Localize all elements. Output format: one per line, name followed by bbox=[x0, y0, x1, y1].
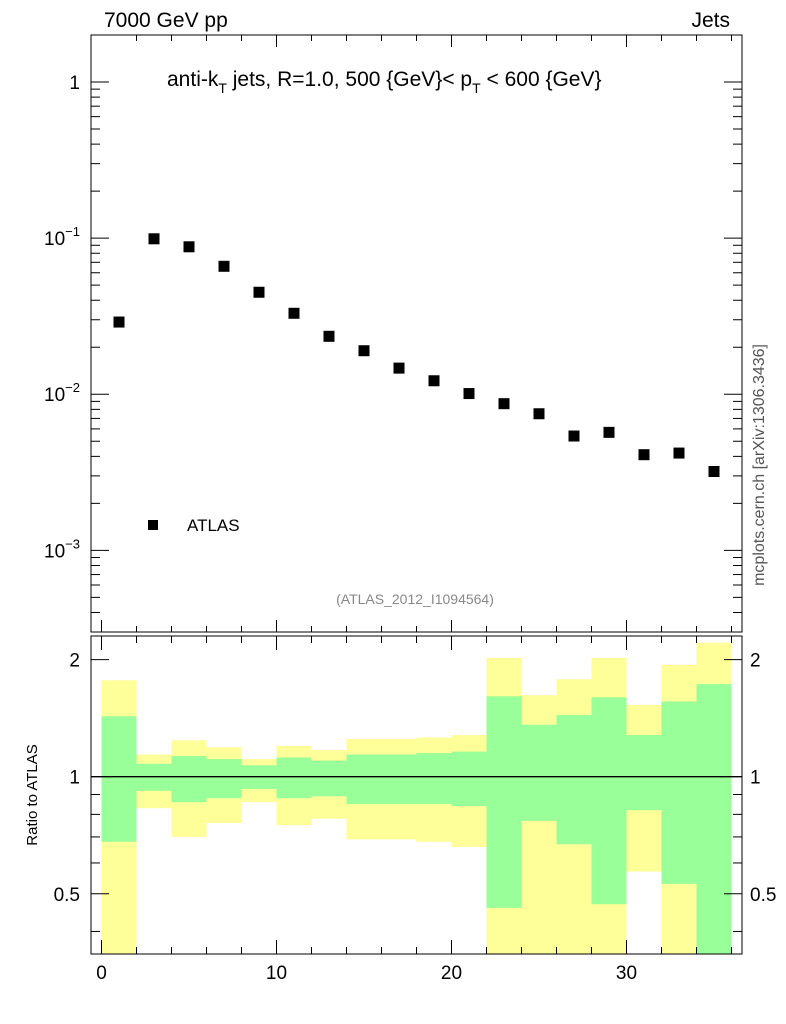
main-y-tick-label: 10−2 bbox=[44, 380, 80, 406]
ratio-band-bin bbox=[346, 754, 382, 805]
ratio-band-bin bbox=[521, 724, 557, 821]
ratio-y-tick-label-right: 1 bbox=[750, 768, 761, 789]
ratio-y-tick-label-right: 0.5 bbox=[750, 885, 776, 906]
data-point bbox=[568, 430, 580, 442]
ratio-band-bin bbox=[206, 759, 242, 799]
ratio-band-bin bbox=[696, 684, 732, 954]
main-y-tick-label: 1 bbox=[69, 73, 80, 94]
ratio-band-bin bbox=[661, 701, 697, 884]
data-point bbox=[463, 388, 475, 400]
data-points bbox=[113, 233, 720, 478]
ratio-y-tick-labels: 0.5 0.5 1 1 2 2 bbox=[54, 651, 777, 906]
main-y-tick-label: 10−1 bbox=[44, 224, 80, 250]
data-point bbox=[323, 330, 335, 342]
header-left: 7000 GeV pp bbox=[104, 9, 228, 32]
ratio-band-bin bbox=[101, 716, 137, 842]
data-point bbox=[288, 307, 300, 319]
ratio-band-bin bbox=[451, 751, 487, 807]
ratio-bands bbox=[101, 642, 732, 954]
x-tick-label: 0 bbox=[96, 963, 107, 984]
data-point bbox=[498, 398, 510, 410]
ratio-band-bin bbox=[381, 754, 417, 805]
data-point bbox=[638, 449, 650, 461]
legend-label: ATLAS bbox=[187, 516, 240, 535]
data-point bbox=[708, 466, 720, 478]
data-point bbox=[253, 286, 265, 298]
ratio-y-tick-label: 1 bbox=[69, 768, 80, 789]
header-right: Jets bbox=[691, 9, 730, 32]
ratio-band-bin bbox=[591, 697, 627, 905]
data-point bbox=[183, 241, 195, 253]
ratio-band-bin bbox=[416, 753, 452, 805]
ratio-band-bin bbox=[171, 756, 207, 803]
data-point bbox=[148, 233, 160, 245]
main-plot-frame bbox=[90, 34, 743, 633]
ratio-band-bin bbox=[556, 715, 592, 845]
data-point bbox=[358, 345, 370, 357]
ratio-ticks bbox=[91, 636, 742, 954]
main-y-ticks bbox=[91, 34, 742, 633]
x-tick-label: 10 bbox=[266, 963, 287, 984]
x-tick-label: 20 bbox=[441, 963, 462, 984]
ratio-y-tick-label: 0.5 bbox=[54, 885, 80, 906]
ratio-band-bin bbox=[276, 757, 312, 799]
data-point bbox=[673, 447, 685, 459]
side-credit-label: mcplots.cern.ch [arXiv:1306.3436] bbox=[751, 344, 768, 586]
legend-marker bbox=[148, 520, 158, 530]
ratio-y-axis-label: Ratio to ATLAS bbox=[24, 744, 41, 845]
data-point bbox=[428, 375, 440, 387]
data-point bbox=[603, 426, 615, 438]
x-tick-labels: 0 10 20 30 bbox=[96, 963, 637, 984]
data-point bbox=[393, 362, 405, 374]
plot-title: anti-kT jets, R=1.0, 500 {GeV}< pT < 600… bbox=[167, 68, 602, 96]
main-y-tick-labels: 1 10−1 10−2 10−3 bbox=[44, 73, 80, 562]
data-point bbox=[113, 316, 125, 328]
main-y-tick-label: 10−3 bbox=[44, 536, 80, 562]
x-tick-label: 30 bbox=[616, 963, 637, 984]
data-point bbox=[533, 408, 545, 420]
data-point bbox=[218, 260, 230, 272]
analysis-annotation: (ATLAS_2012_I1094564) bbox=[336, 591, 494, 607]
main-plot-panel: 1 10−1 10−2 10−3 anti-kT jets, R=1.0, 500 {… bbox=[44, 34, 743, 633]
ratio-band-bin bbox=[486, 696, 522, 908]
ratio-plot-panel: 0.5 0.5 1 1 2 2 0 10 20 30 Ratio to ATLAS bbox=[24, 635, 777, 984]
ratio-y-tick-label: 2 bbox=[69, 651, 80, 672]
ratio-band-bin bbox=[311, 760, 347, 797]
ratio-band-bin bbox=[626, 734, 662, 811]
ratio-y-tick-label-right: 2 bbox=[750, 651, 761, 672]
